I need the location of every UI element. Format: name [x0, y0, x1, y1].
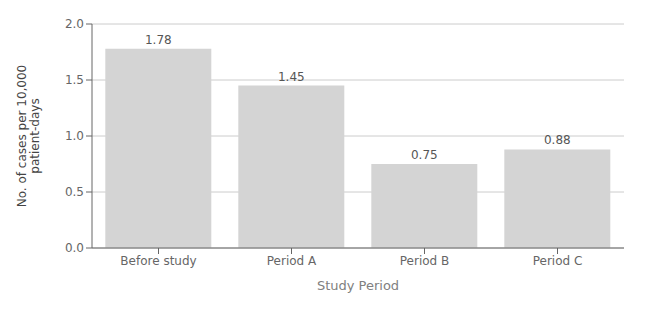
svg-text:0.0: 0.0: [65, 241, 84, 255]
svg-text:No. of cases per 10,000patient: No. of cases per 10,000patient-days: [15, 65, 42, 208]
svg-text:0.75: 0.75: [411, 148, 438, 162]
svg-text:Study Period: Study Period: [317, 278, 399, 293]
svg-text:1.0: 1.0: [65, 129, 84, 143]
svg-text:0.5: 0.5: [65, 185, 84, 199]
svg-text:Before study: Before study: [120, 254, 196, 268]
svg-text:Period B: Period B: [400, 254, 449, 268]
svg-text:0.88: 0.88: [544, 133, 571, 147]
svg-text:2.0: 2.0: [65, 17, 84, 31]
svg-text:1.78: 1.78: [145, 33, 172, 47]
svg-text:Period C: Period C: [533, 254, 583, 268]
svg-text:1.5: 1.5: [65, 73, 84, 87]
svg-text:Period A: Period A: [267, 254, 317, 268]
svg-text:1.45: 1.45: [278, 70, 305, 84]
